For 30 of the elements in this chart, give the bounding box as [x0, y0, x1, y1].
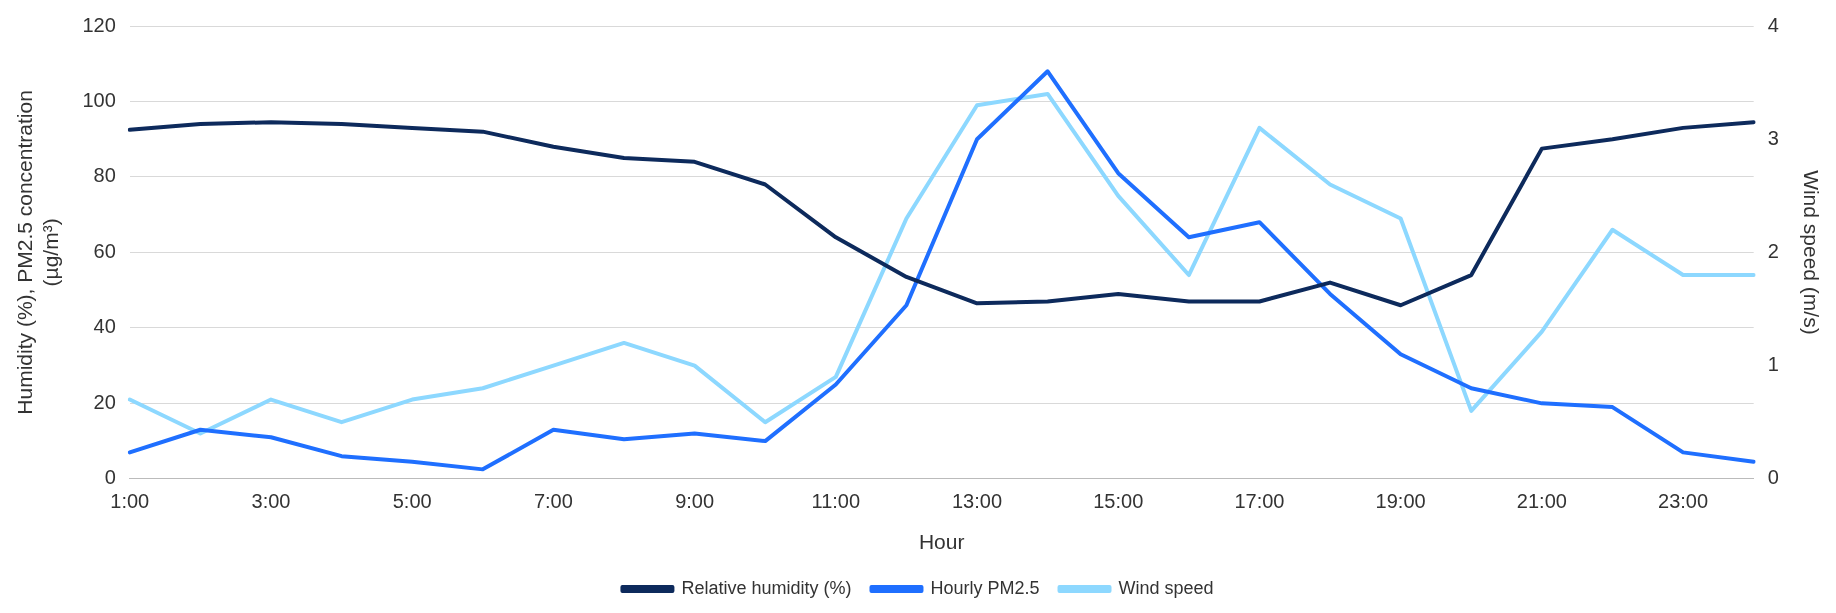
x-tick-label: 15:00: [1093, 490, 1144, 513]
x-tick-label: 19:00: [1375, 490, 1426, 513]
x-tick-label: 13:00: [951, 490, 1003, 513]
legend-label: Hourly PM2.5: [930, 577, 1040, 598]
x-tick-label: 7:00: [533, 490, 573, 513]
y-tick-label: 0: [104, 466, 116, 489]
x-axis-title: Hour: [918, 530, 965, 554]
y-tick-label: 120: [82, 13, 116, 36]
legend-label: Wind speed: [1118, 577, 1214, 598]
x-tick-label: 17:00: [1234, 490, 1285, 513]
x-tick-label: 1:00: [110, 490, 150, 513]
y-tick-label: 20: [93, 390, 116, 413]
y-tick-label: 100: [82, 88, 116, 111]
y-tick-label: 80: [93, 164, 116, 187]
x-tick-label: 3:00: [251, 490, 291, 513]
y2-tick-label: 3: [1767, 126, 1779, 149]
x-tick-label: 5:00: [392, 490, 432, 513]
y2-tick-label: 0: [1767, 466, 1779, 489]
x-tick-label: 23:00: [1658, 490, 1709, 513]
x-tick-label: 21:00: [1516, 490, 1567, 513]
y2-axis-title: Wind speed (m/s): [1799, 170, 1823, 335]
y2-tick-label: 1: [1767, 353, 1779, 376]
y2-tick-label: 4: [1767, 13, 1779, 36]
y-tick-label: 60: [93, 239, 116, 262]
x-tick-label: 9:00: [675, 490, 715, 513]
legend-label: Relative humidity (%): [681, 577, 852, 598]
y2-tick-label: 2: [1767, 239, 1779, 262]
y-axis-title: Humidity (%), PM2.5 concentration (µg/m³): [13, 90, 62, 415]
x-tick-label: 11:00: [811, 490, 861, 513]
y-tick-label: 40: [93, 315, 116, 338]
